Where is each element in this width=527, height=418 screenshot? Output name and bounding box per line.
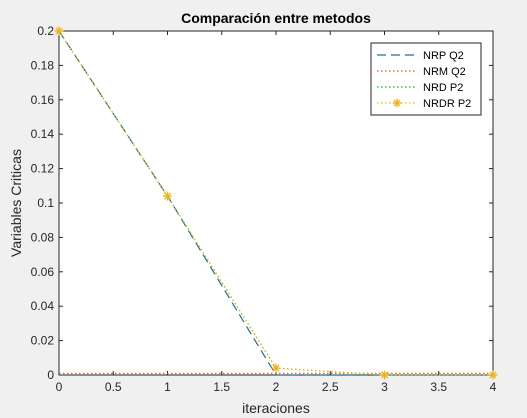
y-axis-ticks: 0 0.02 0.04 0.06 0.08 0.1 0.12 0.14 0.16 0.18 0.2: [31, 24, 493, 382]
data-point-nrdr-p2: [380, 370, 389, 380]
legend-label-nrd-p2: NRD P2: [423, 82, 463, 94]
x-axis-label: iteraciones: [242, 400, 310, 416]
x-tick-label: 4: [490, 380, 497, 394]
data-point-nrdr-p2: [163, 191, 172, 201]
x-tick-label: 2: [273, 380, 280, 394]
asterisk-stroke: [55, 27, 63, 35]
legend-label-nrdr-p2: NRDR P2: [423, 98, 471, 110]
y-tick-label: 0.06: [31, 265, 55, 279]
y-tick-label: 0.18: [31, 58, 55, 72]
asterisk-stroke: [489, 371, 497, 379]
y-tick-label: 0.02: [31, 334, 55, 348]
y-tick-label: 0.04: [31, 299, 55, 313]
x-tick-label: 1.5: [213, 380, 230, 394]
y-tick-label: 0.16: [31, 93, 55, 107]
y-axis-label: Variables Criticas: [8, 149, 24, 257]
y-tick-label: 0.14: [31, 127, 55, 141]
y-tick-label: 0.2: [37, 24, 54, 38]
data-point-nrdr-p2: [488, 370, 498, 380]
y-tick-label: 0: [47, 368, 54, 382]
y-tick-label: 0.12: [31, 162, 55, 176]
legend-marker-nrdr-p2: [392, 98, 402, 108]
legend-label-nrm-q2: NRM Q2: [423, 66, 466, 78]
asterisk-stroke: [380, 371, 389, 379]
y-tick-label: 0.1: [37, 196, 54, 210]
x-axis-ticks: 0 0.5 1 1.5 2 2.5 3 3.5 4: [56, 31, 497, 394]
x-tick-label: 2.5: [322, 380, 339, 394]
asterisk-stroke: [163, 192, 172, 200]
x-tick-label: 3.5: [430, 380, 447, 394]
chart-title: Comparación entre metodos: [181, 10, 371, 26]
data-point-nrdr-p2: [54, 26, 64, 36]
x-tick-label: 3: [381, 380, 388, 394]
x-tick-label: 0.5: [105, 380, 122, 394]
asterisk-stroke: [272, 364, 280, 372]
y-tick-label: 0.08: [31, 230, 55, 244]
asterisk-stroke: [393, 99, 401, 107]
series-layer: [54, 26, 498, 380]
data-point-nrdr-p2: [271, 363, 281, 373]
x-tick-label: 1: [164, 380, 171, 394]
x-tick-label: 0: [56, 380, 63, 394]
legend: NRP Q2 NRM Q2 NRD P2 NRDR P2: [370, 42, 482, 116]
series-line-nrp-q2: [58, 30, 493, 376]
legend-label-nrp-q2: NRP Q2: [423, 50, 464, 62]
